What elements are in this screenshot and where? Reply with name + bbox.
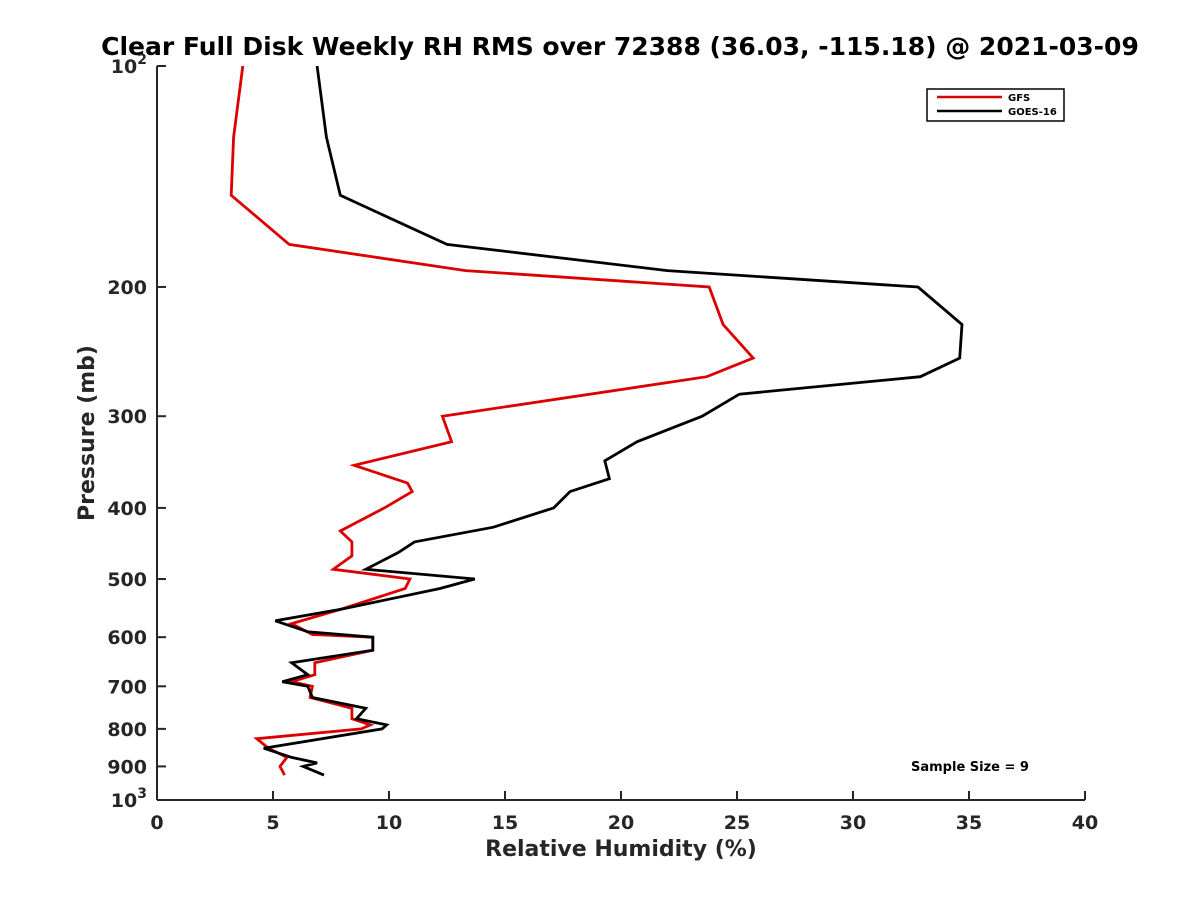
legend-label-gfs: GFS — [1008, 93, 1030, 104]
y-tick-label: 600 — [107, 627, 147, 649]
series-line-goes16 — [263, 65, 964, 777]
x-tick-label: 0 — [150, 812, 163, 834]
x-axis-label: Relative Humidity (%) — [485, 837, 757, 862]
sample-size-annotation: Sample Size = 9 — [911, 760, 1029, 775]
y-tick-label: 102 — [111, 52, 147, 78]
x-tick-label: 25 — [724, 812, 750, 834]
y-tick-label: 400 — [107, 498, 147, 520]
series-lines — [229, 65, 964, 777]
y-ticks: 102 200 300 400 500 600 700 800 900 103 — [107, 52, 166, 812]
y-tick-label: 800 — [107, 719, 147, 741]
y-tick-label: 300 — [107, 406, 147, 428]
legend: GFS GOES-16 — [926, 88, 1065, 122]
x-tick-label: 5 — [266, 812, 279, 834]
y-tick-label: 900 — [107, 756, 147, 778]
x-tick-label: 40 — [1072, 812, 1098, 834]
series-line-gfs — [229, 65, 756, 776]
y-tick-label: 103 — [111, 786, 147, 812]
y-tick-label: 700 — [107, 676, 147, 698]
legend-label-goes16: GOES-16 — [1008, 107, 1057, 118]
y-tick-label: 200 — [107, 277, 147, 299]
legend-box — [926, 88, 1065, 122]
y-axis-label: Pressure (mb) — [75, 345, 100, 521]
chart-title: Clear Full Disk Weekly RH RMS over 72388… — [101, 32, 1139, 61]
x-tick-label: 20 — [608, 812, 634, 834]
x-tick-label: 35 — [956, 812, 982, 834]
x-tick-label: 10 — [376, 812, 402, 834]
x-tick-label: 15 — [492, 812, 518, 834]
x-ticks: 0 5 10 15 20 25 30 35 40 — [150, 791, 1098, 834]
y-tick-label: 500 — [107, 569, 147, 591]
x-tick-label: 30 — [840, 812, 866, 834]
plot-area: 0 5 10 15 20 25 30 35 40 102 200 300 400 500 600 700 80… — [107, 52, 1098, 834]
